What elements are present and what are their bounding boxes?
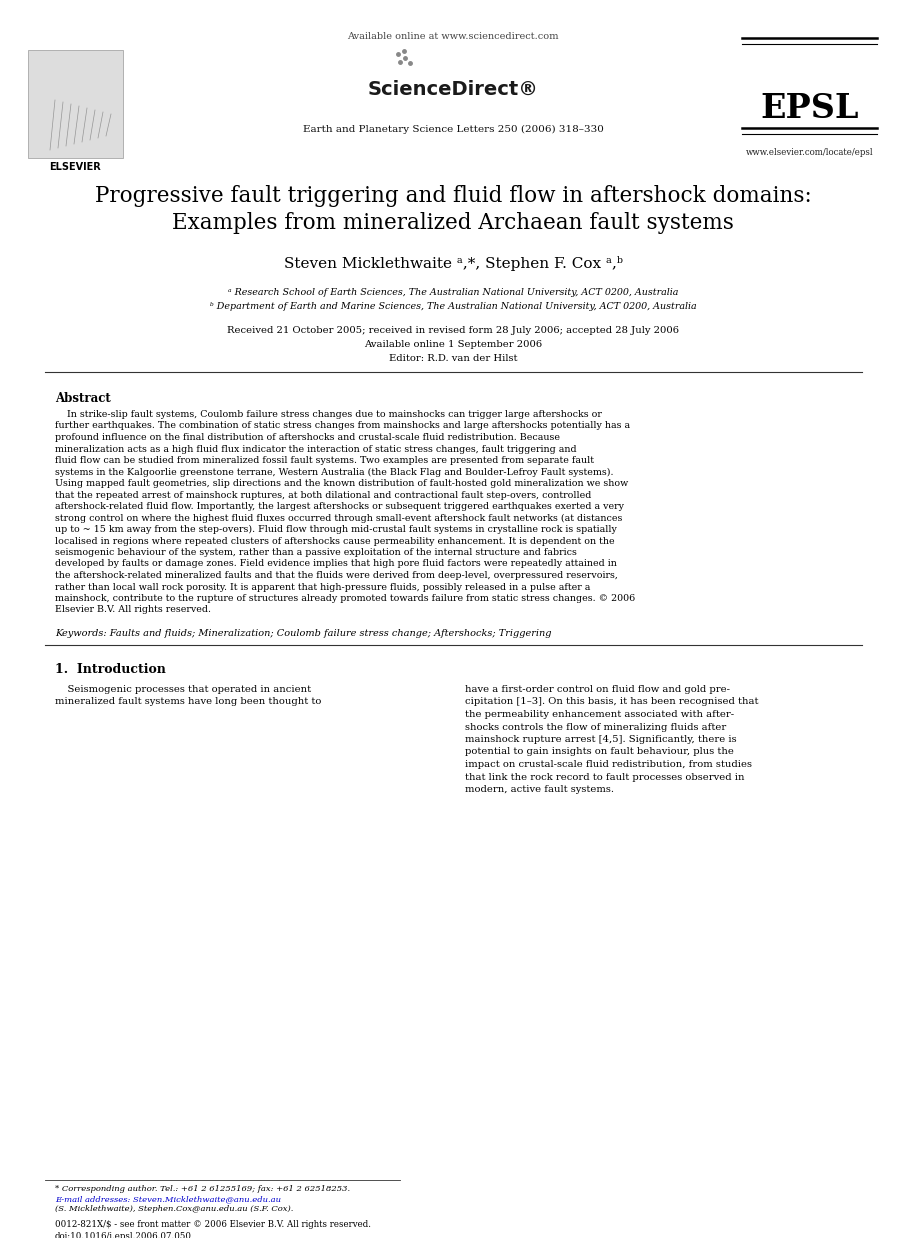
Text: ELSEVIER: ELSEVIER xyxy=(49,162,101,172)
Text: rather than local wall rock porosity. It is apparent that high-pressure fluids, : rather than local wall rock porosity. It… xyxy=(55,583,590,592)
Text: systems in the Kalgoorlie greenstone terrane, Western Australia (the Black Flag : systems in the Kalgoorlie greenstone ter… xyxy=(55,468,613,477)
Text: developed by faults or damage zones. Field evidence implies that high pore fluid: developed by faults or damage zones. Fie… xyxy=(55,560,617,568)
Text: Earth and Planetary Science Letters 250 (2006) 318–330: Earth and Planetary Science Letters 250 … xyxy=(303,125,603,134)
Text: ScienceDirect®: ScienceDirect® xyxy=(367,80,539,99)
Text: www.elsevier.com/locate/epsl: www.elsevier.com/locate/epsl xyxy=(746,149,873,157)
Text: ᵇ Department of Earth and Marine Sciences, The Australian National University, A: ᵇ Department of Earth and Marine Science… xyxy=(210,302,697,311)
Text: * Corresponding author. Tel.: +61 2 61255169; fax: +61 2 62518253.: * Corresponding author. Tel.: +61 2 6125… xyxy=(55,1185,350,1193)
Text: Editor: R.D. van der Hilst: Editor: R.D. van der Hilst xyxy=(389,354,517,363)
Text: 0012-821X/$ - see front matter © 2006 Elsevier B.V. All rights reserved.: 0012-821X/$ - see front matter © 2006 El… xyxy=(55,1219,371,1229)
Text: Using mapped fault geometries, slip directions and the known distribution of fau: Using mapped fault geometries, slip dire… xyxy=(55,479,629,488)
Text: 1.  Introduction: 1. Introduction xyxy=(55,664,166,676)
Text: Elsevier B.V. All rights reserved.: Elsevier B.V. All rights reserved. xyxy=(55,605,211,614)
Text: Abstract: Abstract xyxy=(55,392,111,405)
Text: the aftershock-related mineralized faults and that the fluids were derived from : the aftershock-related mineralized fault… xyxy=(55,571,618,579)
Text: that the repeated arrest of mainshock ruptures, at both dilational and contracti: that the repeated arrest of mainshock ru… xyxy=(55,490,591,499)
Text: localised in regions where repeated clusters of aftershocks cause permeability e: localised in regions where repeated clus… xyxy=(55,536,615,546)
Text: Seismogenic processes that operated in ancient
mineralized fault systems have lo: Seismogenic processes that operated in a… xyxy=(55,685,321,707)
Text: Progressive fault triggering and fluid flow in aftershock domains:: Progressive fault triggering and fluid f… xyxy=(94,184,812,207)
Text: Received 21 October 2005; received in revised form 28 July 2006; accepted 28 Jul: Received 21 October 2005; received in re… xyxy=(227,326,679,335)
Bar xyxy=(28,50,123,158)
Text: E-mail addresses: Steven.Micklethwaite@anu.edu.au: E-mail addresses: Steven.Micklethwaite@a… xyxy=(55,1195,281,1203)
Text: further earthquakes. The combination of static stress changes from mainshocks an: further earthquakes. The combination of … xyxy=(55,421,630,431)
Text: strong control on where the highest fluid fluxes occurred through small-event af: strong control on where the highest flui… xyxy=(55,514,622,522)
Text: Keywords: Faults and fluids; Mineralization; Coulomb failure stress change; Afte: Keywords: Faults and fluids; Mineralizat… xyxy=(55,629,551,638)
Text: mineralization acts as a high fluid flux indicator the interaction of static str: mineralization acts as a high fluid flux… xyxy=(55,444,577,453)
Text: aftershock-related fluid flow. Importantly, the largest aftershocks or subsequen: aftershock-related fluid flow. Important… xyxy=(55,501,624,511)
Text: EPSL: EPSL xyxy=(761,92,859,125)
Text: Examples from mineralized Archaean fault systems: Examples from mineralized Archaean fault… xyxy=(172,212,734,234)
Text: Available online 1 September 2006: Available online 1 September 2006 xyxy=(364,340,542,349)
Text: have a first-order control on fluid flow and gold pre-
cipitation [1–3]. On this: have a first-order control on fluid flow… xyxy=(465,685,758,794)
Text: seismogenic behaviour of the system, rather than a passive exploitation of the i: seismogenic behaviour of the system, rat… xyxy=(55,548,577,557)
Text: profound influence on the final distribution of aftershocks and crustal-scale fl: profound influence on the final distribu… xyxy=(55,433,560,442)
Text: ᵃ Research School of Earth Sciences, The Australian National University, ACT 020: ᵃ Research School of Earth Sciences, The… xyxy=(228,288,678,297)
Text: Steven Micklethwaite ᵃ,*, Stephen F. Cox ᵃ,ᵇ: Steven Micklethwaite ᵃ,*, Stephen F. Cox… xyxy=(284,256,622,271)
Text: up to ~ 15 km away from the step-overs). Fluid flow through mid-crustal fault sy: up to ~ 15 km away from the step-overs).… xyxy=(55,525,617,534)
Text: mainshock, contribute to the rupture of structures already promoted towards fail: mainshock, contribute to the rupture of … xyxy=(55,594,635,603)
Text: In strike-slip fault systems, Coulomb failure stress changes due to mainshocks c: In strike-slip fault systems, Coulomb fa… xyxy=(55,410,602,418)
Text: fluid flow can be studied from mineralized fossil fault systems. Two examples ar: fluid flow can be studied from mineraliz… xyxy=(55,456,594,465)
Text: Available online at www.sciencedirect.com: Available online at www.sciencedirect.co… xyxy=(347,32,559,41)
Text: (S. Micklethwaite), Stephen.Cox@anu.edu.au (S.F. Cox).: (S. Micklethwaite), Stephen.Cox@anu.edu.… xyxy=(55,1205,293,1213)
Text: doi:10.1016/j.epsl.2006.07.050: doi:10.1016/j.epsl.2006.07.050 xyxy=(55,1232,192,1238)
